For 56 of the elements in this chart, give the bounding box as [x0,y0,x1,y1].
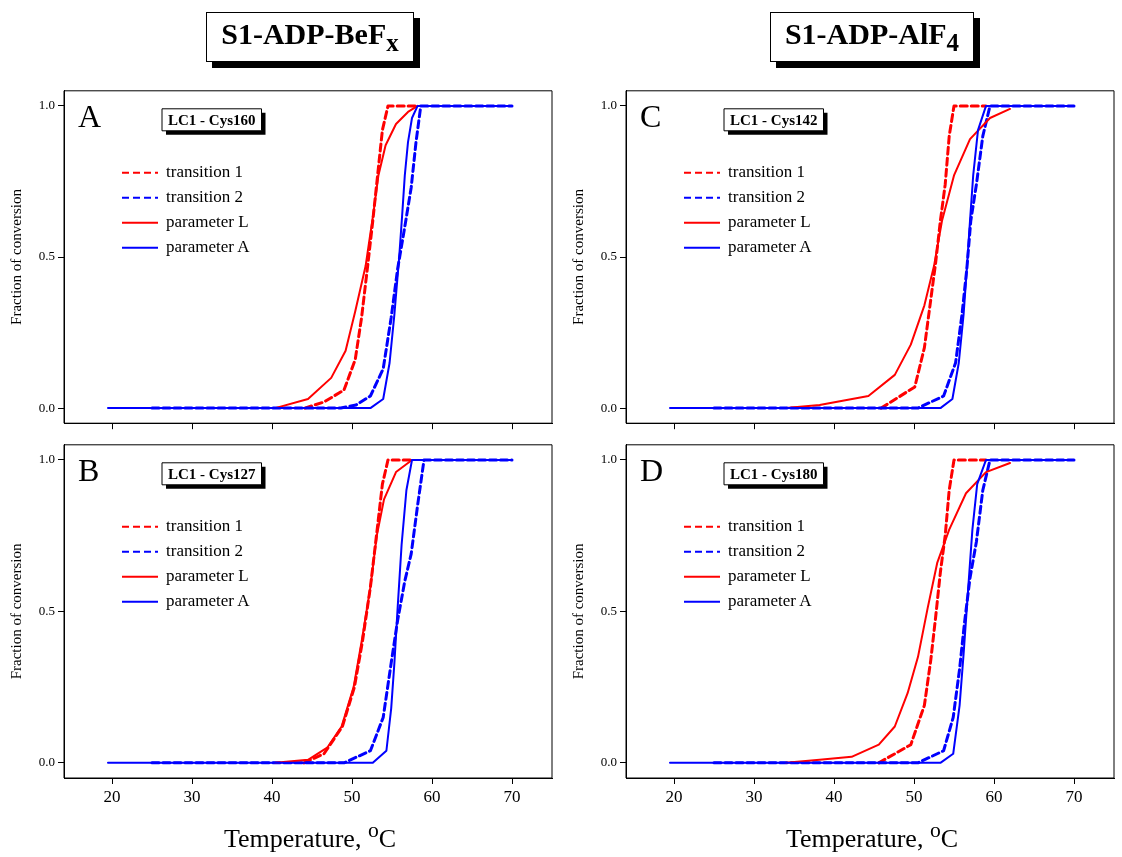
x-tick-label: 50 [343,786,361,806]
legend-label: transition 2 [166,541,243,561]
annotation: B [78,452,100,489]
annotation: A [78,98,102,135]
y-tick-label: 0.0 [600,399,617,415]
legend-label: parameter A [166,591,251,611]
y-tick-label: 1.0 [600,451,617,467]
y-tick-label: 1.0 [38,97,55,113]
x-tick-label: 70 [503,786,521,806]
y-tick-label: 0.0 [38,754,55,770]
legend-label: transition 1 [728,162,805,182]
annotation: D [640,452,664,489]
legend-label: transition 1 [728,516,805,536]
legend-label: parameter L [166,212,249,232]
x-tick-label: 60 [423,786,441,806]
legend-label: parameter L [728,566,811,586]
legend-label: transition 1 [166,162,243,182]
annotation: LC1 - Cys160 [168,111,256,128]
x-axis-title: Temperature, $^{o}$C [784,817,960,853]
legend-label: parameter A [728,591,813,611]
x-tick-label: 30 [183,786,201,806]
legend-label: transition 2 [166,187,243,207]
y-tick-label: 0.5 [600,602,617,618]
y-tick-label: 0.5 [600,248,617,264]
y-axis-title: Fraction of conversion [7,543,24,680]
legend-label: parameter L [166,566,249,586]
y-tick-label: 0.0 [600,754,617,770]
x-tick-label: 60 [985,786,1003,806]
y-tick-label: 0.5 [38,248,55,264]
legend-label: transition 1 [166,516,243,536]
y-axis-title: Fraction of conversion [569,188,586,325]
x-tick-label: 70 [1065,786,1083,806]
annotation: LC1 - Cys127 [168,465,256,482]
legend-label: parameter A [728,237,813,257]
legend-label: parameter A [166,237,251,257]
x-tick-label: 30 [745,786,763,806]
chart-title: S1-ADP-BeF$_{x}$ [206,12,414,62]
x-tick-label: 20 [103,786,121,806]
x-tick-label: 20 [665,786,683,806]
annotation: LC1 - Cys142 [730,111,818,128]
legend-label: parameter L [728,212,811,232]
y-tick-label: 1.0 [600,97,617,113]
y-axis-title: Fraction of conversion [569,543,586,680]
annotation: LC1 - Cys180 [730,465,818,482]
y-tick-label: 0.0 [38,399,55,415]
x-tick-label: 40 [263,786,281,806]
x-tick-label: 40 [825,786,843,806]
chart-title: S1-ADP-AlF$_{4}$ [769,12,975,62]
legend-label: transition 2 [728,541,805,561]
x-tick-label: 50 [905,786,923,806]
annotation: C [640,98,662,135]
legend-label: transition 2 [728,187,805,207]
y-tick-label: 1.0 [38,451,55,467]
y-axis-title: Fraction of conversion [7,188,24,325]
y-tick-label: 0.5 [38,602,55,618]
x-axis-title: Temperature, $^{o}$C [222,817,398,853]
